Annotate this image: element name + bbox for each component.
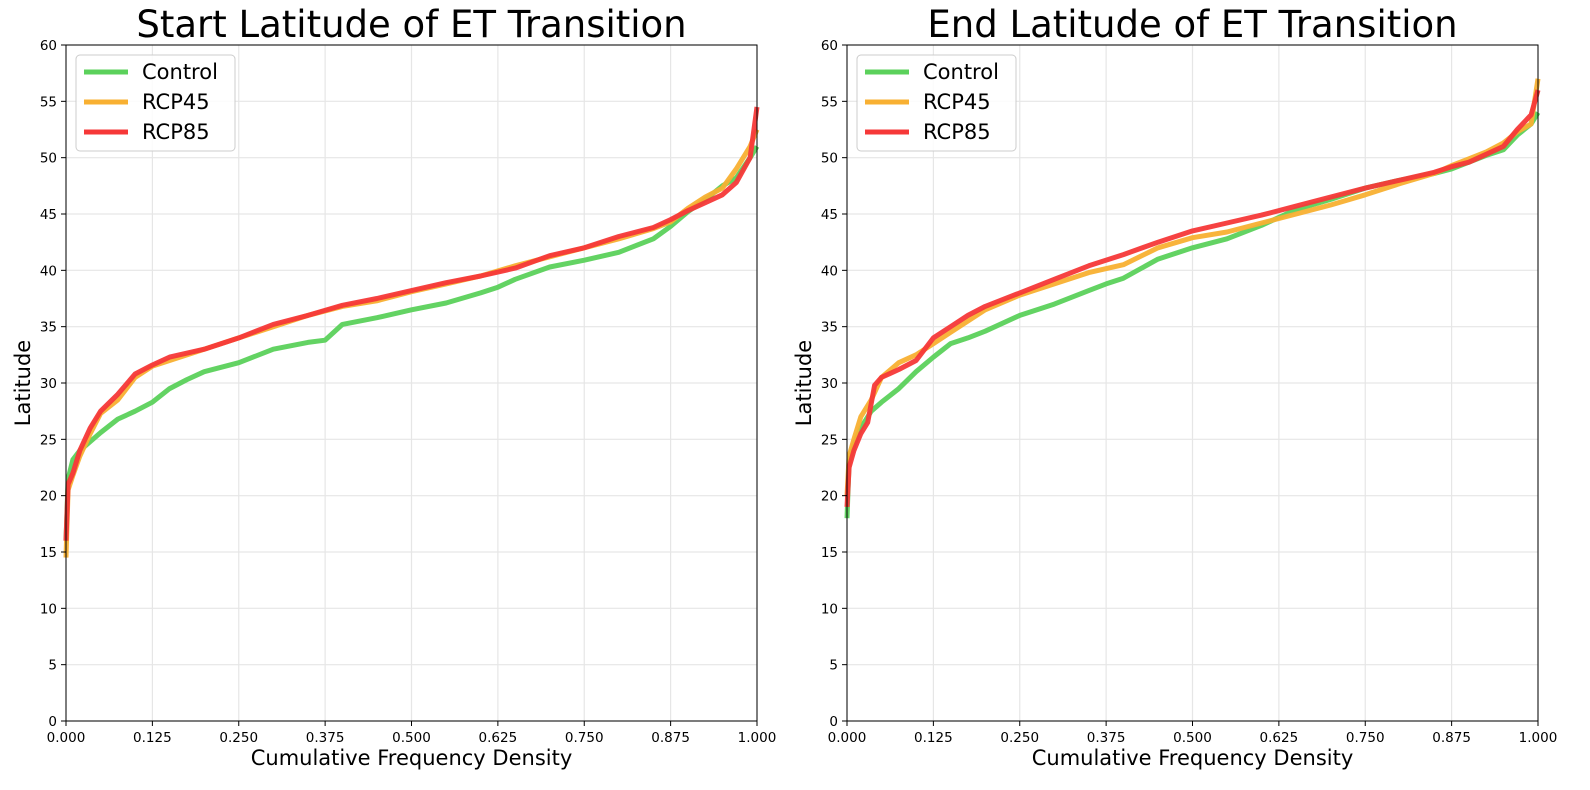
legend: Control RCP45 RCP85 (856, 54, 1017, 152)
y-tick-label: 5 (48, 658, 57, 674)
legend-label: Control (923, 60, 999, 84)
chart-end-latitude: End Latitude of ET Transition Cumulative… (792, 3, 1557, 770)
y-tick-label: 40 (821, 263, 838, 279)
x-tick-label: 0.750 (1346, 730, 1385, 746)
y-tick-label: 35 (821, 320, 838, 336)
x-tick-label: 0.125 (133, 730, 172, 746)
y-tick-label: 55 (40, 94, 57, 110)
legend: Control RCP45 RCP85 (75, 54, 236, 152)
x-tick-label: 0.500 (392, 730, 431, 746)
y-tick-label: 20 (40, 489, 57, 505)
y-tick-label: 55 (821, 94, 838, 110)
legend-box (856, 54, 1017, 152)
y-tick-label: 30 (40, 376, 57, 392)
legend-label: RCP45 (923, 90, 991, 114)
x-tick-label: 0.375 (306, 730, 345, 746)
x-axis-label: Cumulative Frequency Density (1032, 746, 1354, 770)
chart-title: End Latitude of ET Transition (927, 3, 1457, 46)
x-tick-label: 1.000 (1519, 730, 1558, 746)
y-tick-label: 30 (821, 376, 838, 392)
y-tick-label: 15 (821, 545, 838, 561)
y-tick-label: 15 (40, 545, 57, 561)
x-tick-label: 0.750 (565, 730, 604, 746)
y-tick-label: 0 (829, 714, 838, 730)
y-tick-label: 50 (821, 151, 838, 167)
series-line-rcp85 (63, 106, 760, 541)
x-tick-label: 0.000 (828, 730, 867, 746)
chart-title: Start Latitude of ET Transition (136, 3, 686, 46)
x-tick-label: 0.000 (47, 730, 86, 746)
legend-label: Control (142, 60, 218, 84)
legend-label: RCP45 (142, 90, 210, 114)
y-tick-label: 25 (40, 432, 57, 448)
x-tick-label: 0.125 (914, 730, 953, 746)
legend-label: RCP85 (923, 120, 991, 144)
legend-box (75, 54, 236, 152)
y-axis-label: Latitude (792, 340, 816, 426)
y-tick-label: 10 (40, 601, 57, 617)
y-tick-label: 40 (40, 263, 57, 279)
y-tick-label: 25 (821, 432, 838, 448)
x-tick-label: 0.875 (651, 730, 690, 746)
y-tick-label: 45 (40, 207, 57, 223)
y-tick-label: 60 (40, 38, 57, 54)
legend-label: RCP85 (142, 120, 210, 144)
y-tick-label: 45 (821, 207, 838, 223)
series-line-control (63, 145, 760, 541)
y-tick-label: 35 (40, 320, 57, 336)
x-tick-label: 0.625 (479, 730, 518, 746)
y-tick-label: 60 (821, 38, 838, 54)
y-tick-label: 5 (829, 658, 838, 674)
x-tick-label: 1.000 (738, 730, 777, 746)
y-tick-label: 10 (821, 601, 838, 617)
chart-start-latitude: Start Latitude of ET Transition Cumulati… (11, 3, 776, 770)
y-tick-label: 0 (48, 714, 57, 730)
x-tick-label: 0.500 (1173, 730, 1212, 746)
x-tick-label: 0.625 (1260, 730, 1299, 746)
x-axis-label: Cumulative Frequency Density (251, 746, 573, 770)
x-tick-label: 0.250 (219, 730, 258, 746)
y-tick-label: 50 (40, 151, 57, 167)
x-tick-label: 0.250 (1000, 730, 1039, 746)
x-tick-label: 0.875 (1432, 730, 1471, 746)
y-tick-label: 20 (821, 489, 838, 505)
y-axis-label: Latitude (11, 340, 35, 426)
series-line-rcp85 (844, 89, 1541, 508)
x-tick-label: 0.375 (1087, 730, 1126, 746)
